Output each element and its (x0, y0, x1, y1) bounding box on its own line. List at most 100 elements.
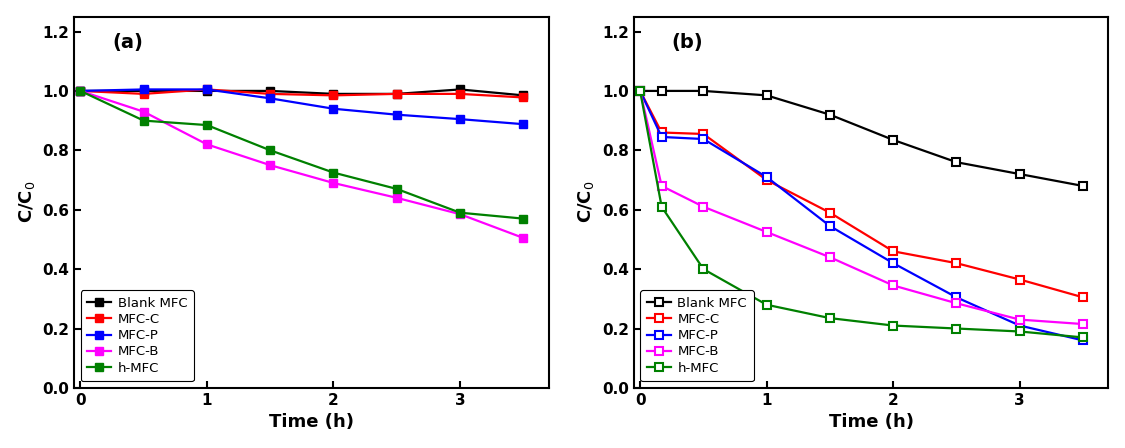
Line: Blank MFC: Blank MFC (76, 86, 528, 99)
MFC-C (453, 91, 467, 97)
h-MFC (453, 210, 467, 215)
MFC-B (950, 301, 963, 306)
MFC-P (633, 88, 647, 94)
Line: MFC-P: MFC-P (636, 87, 1087, 345)
h-MFC (1077, 335, 1090, 340)
MFC-P (696, 136, 710, 142)
MFC-B (759, 229, 773, 235)
X-axis label: Time (h): Time (h) (829, 414, 914, 431)
MFC-P (655, 134, 668, 140)
Line: MFC-B: MFC-B (76, 87, 528, 242)
Blank MFC (326, 91, 340, 97)
MFC-P (1012, 323, 1026, 328)
MFC-C (633, 88, 647, 94)
MFC-B (824, 254, 837, 260)
MFC-C (759, 177, 773, 183)
h-MFC (73, 88, 87, 94)
MFC-C (950, 260, 963, 266)
MFC-P (516, 121, 530, 127)
Blank MFC (950, 159, 963, 165)
MFC-C (390, 91, 404, 97)
h-MFC (633, 88, 647, 94)
h-MFC (886, 323, 900, 328)
MFC-P (453, 116, 467, 122)
MFC-P (390, 112, 404, 117)
MFC-B (1012, 317, 1026, 322)
MFC-B (263, 163, 277, 168)
h-MFC (326, 170, 340, 175)
h-MFC (824, 315, 837, 321)
h-MFC (1012, 329, 1026, 334)
Legend: Blank MFC, MFC-C, MFC-P, MFC-B, h-MFC: Blank MFC, MFC-C, MFC-P, MFC-B, h-MFC (640, 290, 754, 381)
Line: h-MFC: h-MFC (636, 87, 1087, 341)
Blank MFC (1077, 183, 1090, 189)
MFC-C (73, 88, 87, 94)
Y-axis label: C/C$_0$: C/C$_0$ (17, 181, 37, 224)
MFC-P (326, 106, 340, 112)
MFC-C (137, 91, 151, 97)
MFC-B (886, 283, 900, 288)
MFC-P (824, 224, 837, 229)
MFC-P (73, 88, 87, 94)
MFC-P (263, 96, 277, 101)
X-axis label: Time (h): Time (h) (269, 414, 354, 431)
h-MFC (655, 204, 668, 209)
MFC-C (263, 91, 277, 97)
MFC-C (886, 249, 900, 254)
MFC-B (633, 88, 647, 94)
Text: (a): (a) (112, 33, 143, 52)
MFC-B (1077, 321, 1090, 327)
MFC-P (886, 260, 900, 266)
MFC-C (326, 93, 340, 98)
MFC-C (696, 131, 710, 137)
h-MFC (263, 148, 277, 153)
MFC-C (200, 87, 214, 92)
Line: MFC-C: MFC-C (636, 87, 1087, 302)
Y-axis label: C/C$_0$: C/C$_0$ (576, 181, 596, 224)
Text: (b): (b) (672, 33, 703, 52)
MFC-P (200, 87, 214, 92)
Blank MFC (1012, 172, 1026, 177)
MFC-B (655, 183, 668, 189)
MFC-P (1077, 338, 1090, 343)
h-MFC (950, 326, 963, 331)
h-MFC (137, 118, 151, 123)
h-MFC (759, 302, 773, 307)
Line: MFC-C: MFC-C (76, 86, 528, 101)
Blank MFC (390, 91, 404, 97)
MFC-P (950, 295, 963, 300)
MFC-C (1012, 277, 1026, 282)
MFC-C (655, 130, 668, 135)
Legend: Blank MFC, MFC-C, MFC-P, MFC-B, h-MFC: Blank MFC, MFC-C, MFC-P, MFC-B, h-MFC (81, 290, 194, 381)
MFC-B (326, 180, 340, 185)
h-MFC (696, 267, 710, 272)
Blank MFC (200, 88, 214, 94)
MFC-C (824, 210, 837, 215)
Blank MFC (696, 88, 710, 94)
Blank MFC (73, 88, 87, 94)
h-MFC (390, 186, 404, 192)
Blank MFC (137, 88, 151, 94)
Blank MFC (263, 88, 277, 94)
Line: MFC-P: MFC-P (76, 86, 528, 128)
MFC-B (516, 235, 530, 241)
Line: MFC-B: MFC-B (636, 87, 1087, 328)
MFC-C (516, 95, 530, 100)
MFC-B (453, 211, 467, 217)
MFC-B (137, 109, 151, 114)
MFC-B (73, 88, 87, 94)
Blank MFC (759, 93, 773, 98)
Blank MFC (886, 137, 900, 142)
Blank MFC (453, 87, 467, 92)
MFC-P (759, 174, 773, 180)
Blank MFC (824, 112, 837, 117)
Line: h-MFC: h-MFC (76, 87, 528, 223)
h-MFC (200, 122, 214, 128)
MFC-B (390, 195, 404, 201)
Blank MFC (633, 88, 647, 94)
MFC-P (137, 87, 151, 92)
MFC-B (696, 204, 710, 209)
Line: Blank MFC: Blank MFC (636, 87, 1087, 190)
h-MFC (516, 216, 530, 221)
Blank MFC (516, 93, 530, 98)
